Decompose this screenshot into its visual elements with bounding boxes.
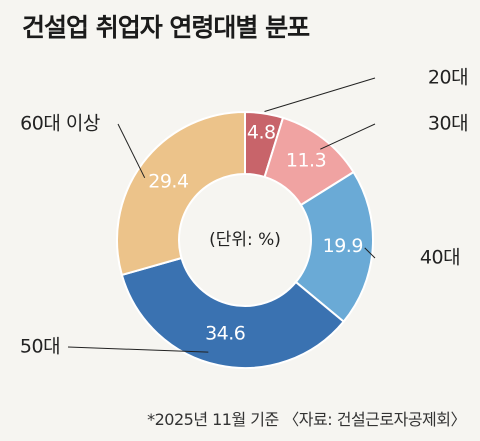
slice-5 bbox=[116, 110, 246, 277]
category-label-1: 20대 bbox=[428, 67, 468, 89]
value-label-5: 29.4 bbox=[148, 171, 189, 193]
leader-line-4 bbox=[67, 346, 209, 353]
value-label-3: 19.9 bbox=[323, 235, 363, 257]
chart-title: 건설업 취업자 연령대별 분포 bbox=[22, 13, 310, 42]
leader-line-5 bbox=[117, 123, 146, 179]
leader-line-1 bbox=[264, 77, 376, 112]
value-label-4: 34.6 bbox=[205, 322, 245, 344]
leader-line-3 bbox=[364, 247, 376, 259]
source-footnote: *2025년 11월 기준 〈자료: 건설근로자공제회〉 bbox=[147, 410, 466, 429]
leader-line-2 bbox=[320, 123, 376, 150]
unit-label: (단위: %) bbox=[209, 230, 281, 250]
category-label-4: 50대 bbox=[20, 336, 60, 358]
category-label-3: 40대 bbox=[420, 247, 460, 269]
value-label-1: 4.8 bbox=[247, 122, 276, 144]
value-label-2: 11.3 bbox=[286, 149, 326, 171]
slice-4 bbox=[120, 256, 346, 369]
category-label-5: 60대 이상 bbox=[20, 113, 100, 135]
category-label-2: 30대 bbox=[428, 113, 468, 135]
